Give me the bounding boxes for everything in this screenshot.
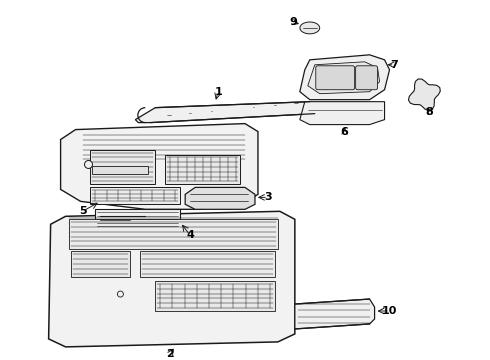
Polygon shape xyxy=(49,211,295,347)
Polygon shape xyxy=(140,251,275,277)
Polygon shape xyxy=(93,166,148,175)
Polygon shape xyxy=(165,154,240,184)
Polygon shape xyxy=(71,251,130,277)
Polygon shape xyxy=(69,219,278,249)
Polygon shape xyxy=(295,299,374,329)
Polygon shape xyxy=(155,281,275,311)
FancyBboxPatch shape xyxy=(316,66,355,90)
Polygon shape xyxy=(300,22,320,34)
Polygon shape xyxy=(300,55,390,100)
Polygon shape xyxy=(300,102,385,125)
Circle shape xyxy=(84,161,93,168)
FancyBboxPatch shape xyxy=(356,66,378,90)
Text: 8: 8 xyxy=(425,107,433,117)
Polygon shape xyxy=(91,149,155,184)
Polygon shape xyxy=(185,188,255,209)
Polygon shape xyxy=(308,62,380,94)
Text: 4: 4 xyxy=(186,230,194,240)
Polygon shape xyxy=(61,123,258,209)
Text: 9: 9 xyxy=(289,17,297,27)
Polygon shape xyxy=(135,102,320,123)
Text: 5: 5 xyxy=(79,206,86,216)
Text: 3: 3 xyxy=(264,192,272,202)
Text: 6: 6 xyxy=(341,127,348,136)
Text: 2: 2 xyxy=(167,349,174,359)
Text: 1: 1 xyxy=(214,87,222,97)
Text: 10: 10 xyxy=(382,306,397,316)
Text: 7: 7 xyxy=(391,60,398,70)
Polygon shape xyxy=(96,209,180,229)
Circle shape xyxy=(118,291,123,297)
Polygon shape xyxy=(91,188,180,204)
Polygon shape xyxy=(409,79,441,111)
